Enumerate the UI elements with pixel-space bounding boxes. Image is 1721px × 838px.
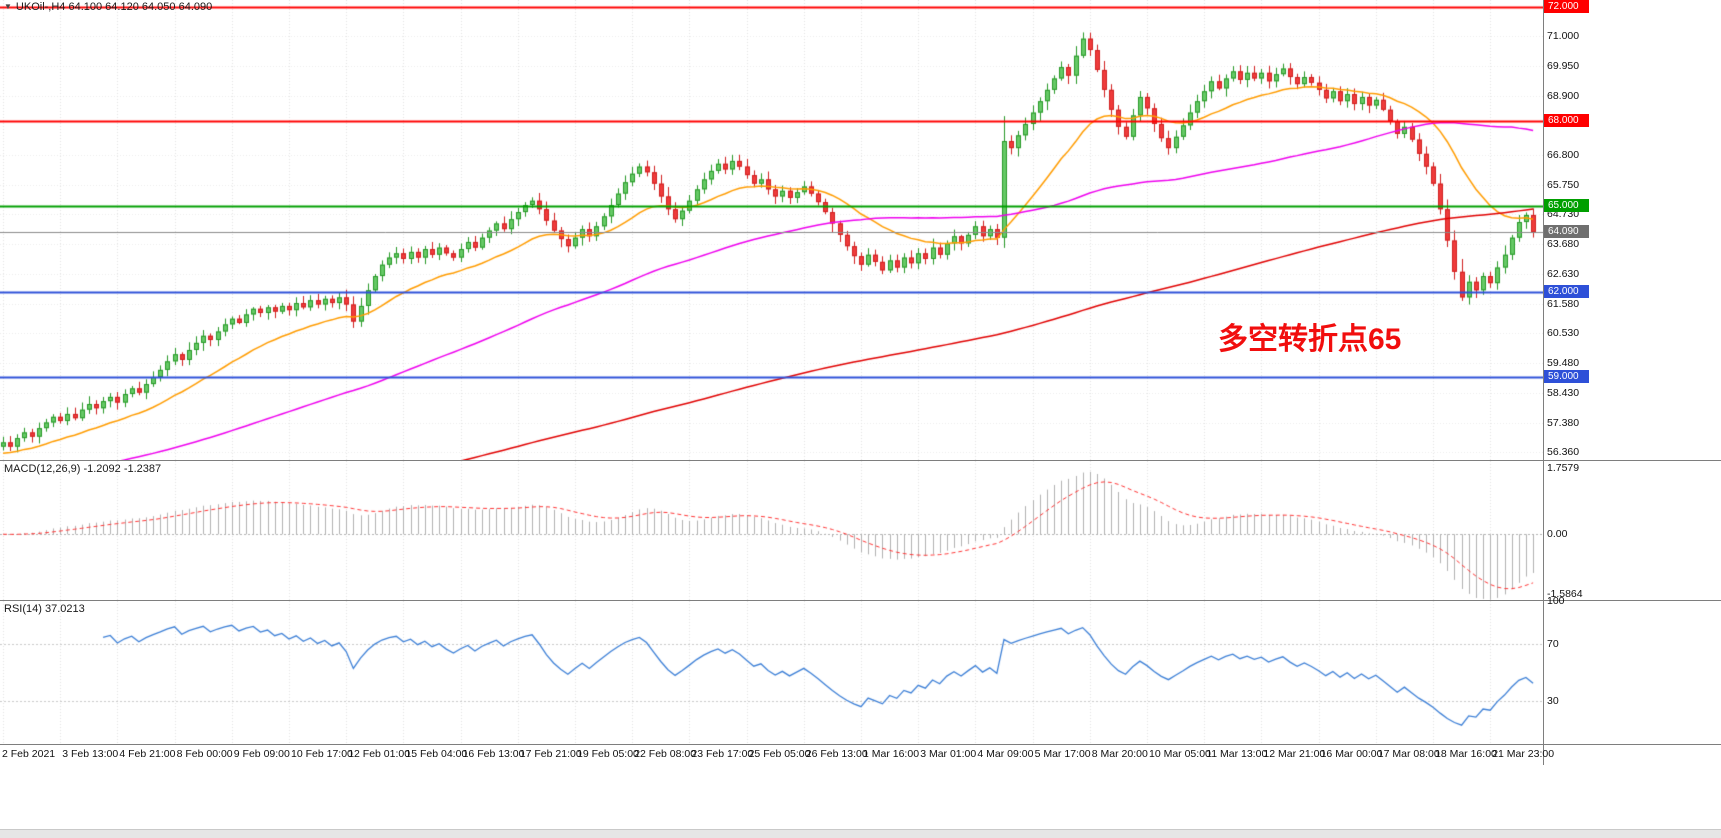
symbol-marker-icon: ▼ (4, 2, 12, 11)
price-tick-label: 63.680 (1547, 237, 1580, 250)
price-tick-label: 61.580 (1547, 297, 1580, 310)
current-price-tag: 64.090 (1544, 225, 1589, 239)
date-label: 12 Feb 01:00 (348, 748, 411, 760)
date-label: 16 Feb 13:00 (462, 748, 525, 760)
macd-tick-label: 1.7579 (1547, 462, 1580, 475)
date-label: 8 Feb 00:00 (176, 748, 233, 760)
macd-label: MACD(12,26,9) -1.2092 -1.2387 (4, 463, 162, 475)
rsi-indicator-chart[interactable] (0, 601, 1543, 744)
price-line-tag: 59.000 (1544, 369, 1589, 383)
macd-tick-label: -1.5864 (1547, 587, 1583, 600)
panel-divider[interactable] (0, 460, 1721, 461)
price-tick-label: 59.480 (1547, 357, 1580, 370)
date-label: 9 Feb 09:00 (233, 748, 290, 760)
date-label: 10 Mar 05:00 (1149, 748, 1211, 760)
date-label: 1 Mar 16:00 (863, 748, 920, 760)
price-tick-label: 66.800 (1547, 149, 1580, 162)
date-label: 17 Mar 08:00 (1377, 748, 1440, 760)
price-line-tag: 72.000 (1544, 0, 1589, 14)
date-label: 25 Feb 05:00 (748, 748, 811, 760)
main-price-chart[interactable] (0, 0, 1543, 460)
date-label: 12 Mar 21:00 (1263, 748, 1326, 760)
date-label: 5 Mar 17:00 (1034, 748, 1091, 760)
price-axis[interactable]: 71.000 69.950 68.900 66.800 65.750 64.730 63.6… (1544, 0, 1721, 765)
price-tick-label: 62.630 (1547, 267, 1580, 280)
price-tick-label: 57.380 (1547, 417, 1580, 430)
price-axis-divider (1543, 0, 1544, 765)
date-label: 15 Feb 04:00 (405, 748, 468, 760)
date-label: 3 Mar 01:00 (920, 748, 977, 760)
macd-tick-label: 0.00 (1547, 528, 1568, 541)
macd-indicator-chart[interactable] (0, 461, 1543, 600)
price-line-tag: 68.000 (1544, 114, 1589, 128)
date-label: 17 Feb 21:00 (519, 748, 582, 760)
date-label: 18 Mar 16:00 (1435, 748, 1497, 760)
price-tick-label: 65.750 (1547, 179, 1580, 192)
rsi-tick-label: 100 (1547, 595, 1565, 607)
price-line-tag: 65.000 (1544, 199, 1589, 213)
symbol-ohlc-text: UKOil-,H4 64.100 64.120 64.050 64.090 (15, 1, 213, 13)
date-label: 19 Feb 05:00 (577, 748, 639, 760)
price-tick-label: 71.000 (1547, 29, 1580, 42)
rsi-tick-label: 30 (1547, 695, 1559, 708)
panel-divider[interactable] (0, 600, 1721, 601)
price-tick-label: 69.950 (1547, 59, 1580, 72)
trend-annotation-text: 多空转折点65 (1218, 323, 1402, 356)
price-tick-label: 58.430 (1547, 387, 1580, 400)
date-label: 4 Feb 21:00 (119, 748, 176, 760)
date-label: 11 Mar 13:00 (1206, 748, 1268, 760)
date-label: 4 Mar 09:00 (977, 748, 1034, 760)
rsi-label: RSI(14) 37.0213 (4, 603, 85, 615)
date-label: 26 Feb 13:00 (805, 748, 868, 760)
date-label: 10 Feb 17:00 (291, 748, 353, 760)
price-line-tag: 62.000 (1544, 284, 1589, 298)
date-label: 21 Mar 23:00 (1492, 748, 1555, 760)
panel-divider[interactable] (0, 744, 1721, 745)
date-label: 8 Mar 20:00 (1091, 748, 1148, 760)
price-tick-label: 68.900 (1547, 89, 1580, 102)
date-label: 3 Feb 13:00 (62, 748, 119, 760)
date-label: 2 Feb 2021 (2, 748, 56, 760)
date-axis[interactable]: 2 Feb 2021 3 Feb 13:00 4 Feb 21:00 8 Feb 00… (0, 745, 1721, 765)
price-tick-label: 56.360 (1547, 446, 1580, 459)
price-tick-label: 60.530 (1547, 327, 1580, 340)
date-label: 22 Feb 08:00 (634, 748, 697, 760)
symbol-info: ▼ UKOil-,H4 64.100 64.120 64.050 64.090 (4, 1, 212, 13)
date-label: 16 Mar 00:00 (1320, 748, 1383, 760)
bottom-scrollbar[interactable] (0, 829, 1721, 838)
date-label: 23 Feb 17:00 (691, 748, 754, 760)
rsi-tick-label: 70 (1547, 637, 1559, 650)
